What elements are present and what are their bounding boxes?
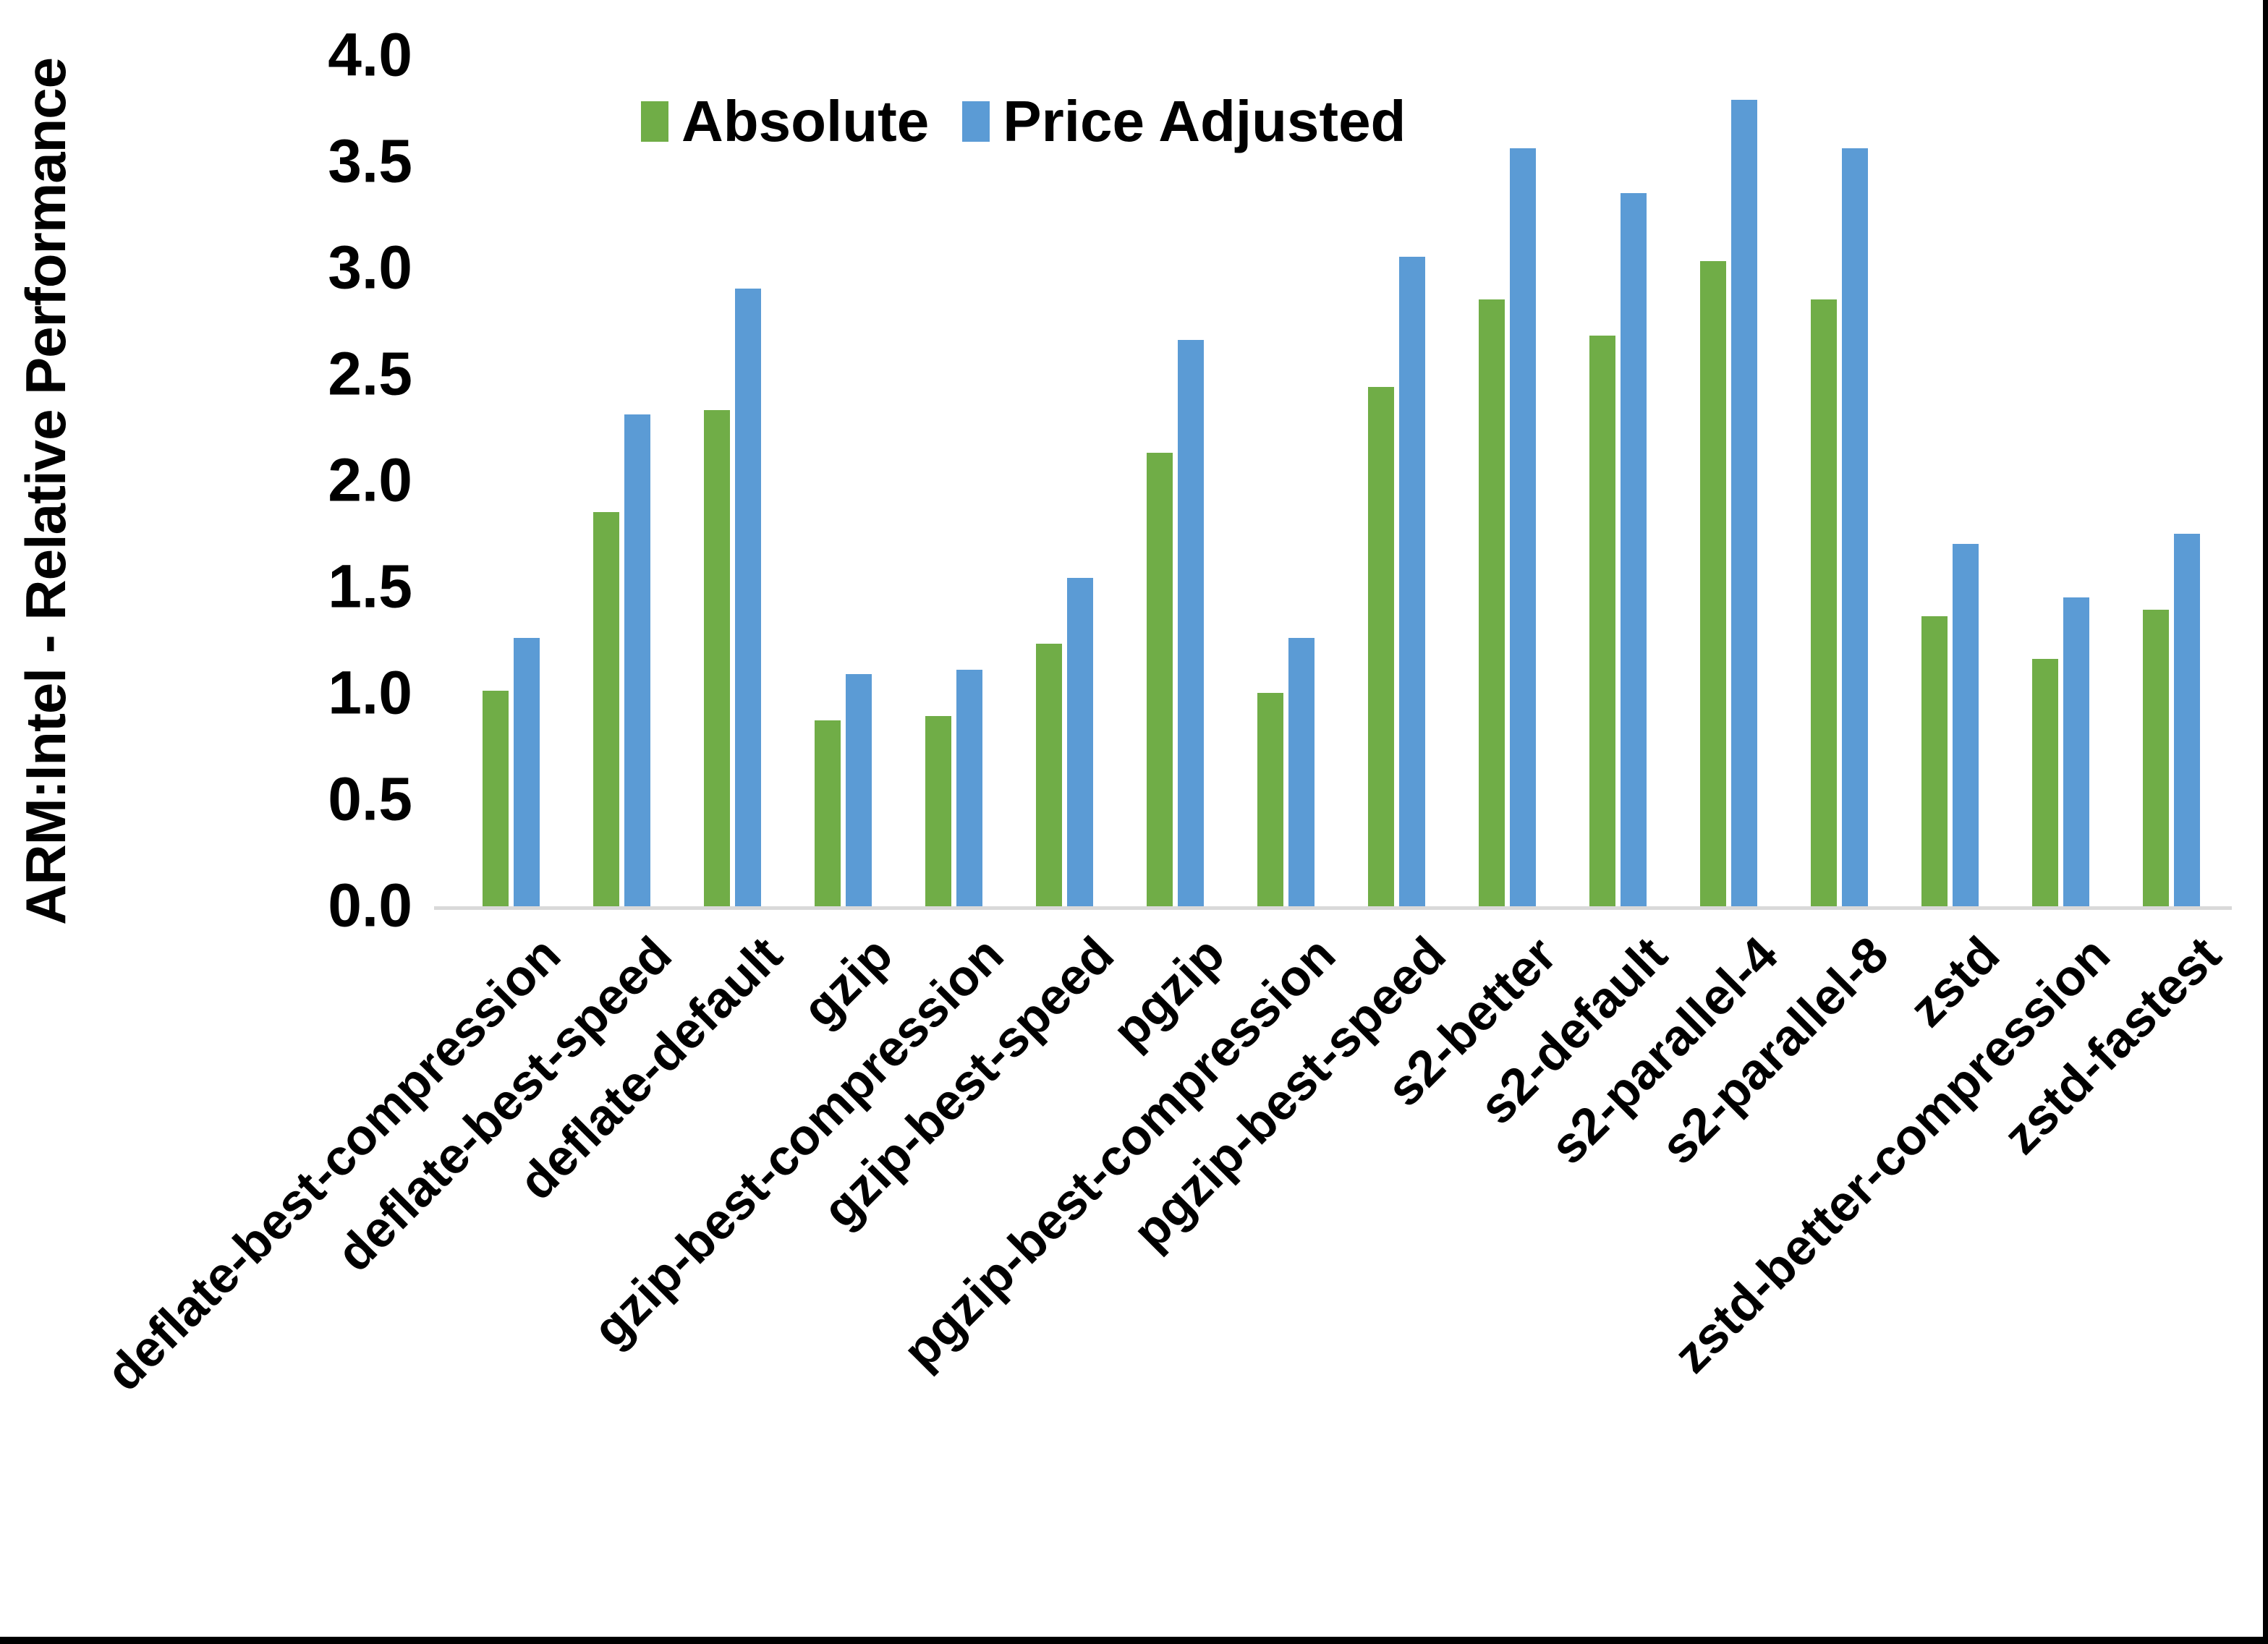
bar-price-adjusted-gzip-best-compression (956, 670, 982, 908)
legend: Absolute Price Adjusted (641, 93, 1406, 150)
legend-swatch-price-adjusted (962, 101, 990, 142)
y-tick-3.5: 3.5 (328, 127, 412, 195)
bar-price-adjusted-s2-default (1621, 193, 1647, 908)
legend-label-price-adjusted: Price Adjusted (1003, 89, 1406, 153)
y-tick-4.0: 4.0 (328, 20, 412, 89)
bar-price-adjusted-s2-parallel-8 (1842, 148, 1868, 908)
bar-price-adjusted-gzip-best-speed (1067, 578, 1093, 908)
y-tick-0.0: 0.0 (328, 871, 412, 940)
bar-price-adjusted-deflate-default (735, 289, 761, 908)
bar-price-adjusted-s2-parallel-4 (1731, 100, 1757, 908)
bar-absolute-zstd-better-compression (2032, 659, 2058, 908)
bar-absolute-s2-parallel-4 (1700, 261, 1726, 908)
legend-item-price-adjusted: Price Adjusted (962, 93, 1406, 150)
bar-absolute-zstd (1921, 616, 1948, 908)
x-axis-line (434, 906, 2232, 910)
y-axis-title-text: ARM:Intel - Relative Performance (13, 57, 77, 925)
bar-price-adjusted-zstd-fastest (2174, 534, 2200, 908)
y-tick-2.0: 2.0 (328, 446, 412, 514)
bar-absolute-deflate-best-speed (593, 512, 619, 908)
frame-border-bottom (0, 1637, 2268, 1644)
bar-absolute-s2-better (1479, 299, 1505, 908)
bar-absolute-s2-parallel-8 (1811, 299, 1837, 908)
legend-swatch-absolute (641, 101, 668, 142)
bar-price-adjusted-gzip (846, 674, 872, 908)
bar-price-adjusted-zstd (1953, 544, 1979, 908)
bar-absolute-s2-default (1589, 336, 1615, 908)
frame-border-right (2263, 0, 2268, 1644)
bar-absolute-gzip-best-speed (1036, 644, 1062, 908)
bar-price-adjusted-zstd-better-compression (2063, 597, 2089, 908)
legend-item-absolute: Absolute (641, 93, 929, 150)
y-tick-1.5: 1.5 (328, 552, 412, 621)
bar-price-adjusted-pgzip-best-compression (1288, 638, 1314, 908)
y-axis-title: ARM:Intel - Relative Performance (6, 57, 85, 925)
y-tick-0.5: 0.5 (328, 764, 412, 833)
bar-price-adjusted-deflate-best-compression (514, 638, 540, 908)
bar-absolute-gzip-best-compression (925, 716, 951, 908)
bar-absolute-gzip (815, 720, 841, 908)
y-tick-3.0: 3.0 (328, 233, 412, 302)
bar-price-adjusted-pgzip (1178, 340, 1204, 908)
x-label-deflate-best-compression: deflate-best-compression (95, 926, 572, 1402)
y-tick-1.0: 1.0 (328, 658, 412, 727)
bar-absolute-deflate-default (704, 410, 730, 908)
bar-price-adjusted-pgzip-best-speed (1399, 257, 1425, 908)
bar-absolute-deflate-best-compression (483, 691, 509, 908)
bar-absolute-pgzip-best-speed (1368, 387, 1394, 908)
bar-absolute-zstd-fastest (2143, 610, 2169, 908)
y-tick-2.5: 2.5 (328, 339, 412, 408)
bar-price-adjusted-s2-better (1510, 148, 1536, 908)
legend-label-absolute: Absolute (681, 89, 930, 153)
bar-absolute-pgzip-best-compression (1257, 693, 1283, 908)
bar-absolute-pgzip (1147, 453, 1173, 908)
bar-price-adjusted-deflate-best-speed (624, 414, 650, 908)
